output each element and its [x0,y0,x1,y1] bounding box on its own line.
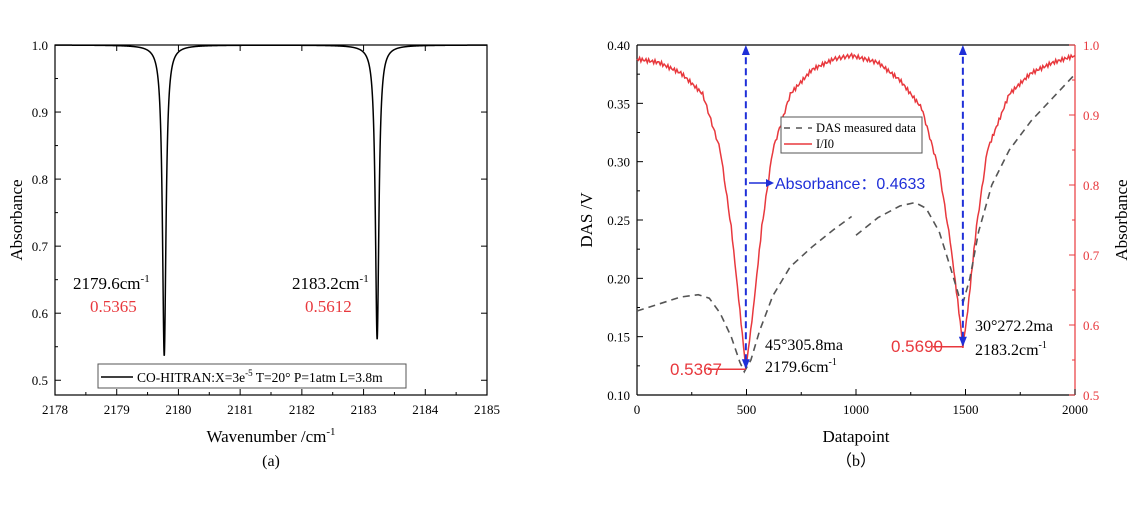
y2-tick-label-b: 0.5 [1083,388,1099,403]
legend-a: CO-HITRAN:X=3e-5 T=20° P=1atm L=3.8m [97,363,407,389]
y-tick-label-b: 0.15 [607,330,630,345]
panel-b: 0 500 1000 1500 2000 0.10 0.15 0.20 0.25 0.30 0.35… [577,38,1131,470]
hitran-absorbance-line [55,44,487,356]
arrow-head-down [741,359,750,370]
panel-label-b: （b） [836,452,876,470]
x-tick-label-b: 1000 [843,402,869,417]
y-tick-label-b: 0.30 [607,155,630,170]
y-tick-label-a: 1.0 [32,38,48,53]
x-tick-label-a: 2181 [227,402,253,417]
y-tick-label-a: 0.7 [32,239,49,254]
y-axis-label-b: DAS /V [577,192,596,248]
legend-label-hitran: CO-HITRAN:X=3e-5 T=20° P=1atm L=3.8m [137,368,383,385]
x-tick-label-a: 2185 [474,402,500,417]
y2-tick-label-b: 0.7 [1083,248,1100,263]
legend-label-ii0: I/I0 [816,137,834,151]
x-tick-label-a: 2178 [42,402,68,417]
peak1-value: 0.5365 [90,297,137,316]
y-tick-label-b: 0.35 [607,96,630,111]
y2-tick-label-b: 1.0 [1083,38,1099,53]
marker1-value: 0.5367 [670,360,722,379]
y-tick-label-b: 0.20 [607,271,630,286]
panel-label-a: (a) [262,453,280,470]
x-tick-label-a: 2183 [351,402,377,417]
panel-a: 2178 2179 2180 2181 2182 2183 2184 2185 0.5 0.6 0.… [7,38,500,470]
x-tick-label-b: 0 [634,402,641,417]
marker1-line2: 2179.6cm-1 [765,357,837,376]
peak2-value: 0.5612 [305,297,352,316]
x-tick-label-b: 500 [737,402,757,417]
marker2-line2: 2183.2cm-1 [975,340,1047,359]
y-tick-label-a: 0.8 [32,172,48,187]
x-tick-label-b: 1500 [953,402,979,417]
x-tick-label-a: 2180 [165,402,191,417]
x-tick-label-b: 2000 [1062,402,1088,417]
legend-box-b [780,116,923,154]
y2-tick-label-b: 0.6 [1083,318,1100,333]
x-tick-label-a: 2184 [412,402,439,417]
y-tick-label-a: 0.6 [32,306,49,321]
legend-label-das: DAS measured data [816,121,916,135]
ii0-line [636,52,1076,370]
y-tick-label-a: 0.5 [32,373,48,388]
marker2-value: 0.5690 [891,337,943,356]
absorbance-label: Absorbance：0.4633 [775,176,925,193]
legend-b: DAS measured data I/I0 [780,116,923,154]
das-measured-line [855,73,1076,304]
marker2-line1: 30°272.2ma [975,318,1053,335]
arrow-head-up [741,45,750,55]
legend-box-a [97,363,407,389]
x-axis-label-b: Datapoint [822,427,889,446]
y-tick-label-b: 0.40 [607,38,630,53]
y-tick-label-b: 0.10 [607,388,630,403]
peak2-wavenumber: 2183.2cm-1 [292,273,369,293]
x-axis-label-a: Wavenumber /cm-1 [206,426,335,446]
plot-frame-a [54,44,488,396]
y2-axis-label-b: Absorbance [1112,179,1131,260]
arrow-head-down [958,336,967,347]
y-axis-label-a: Absorbance [7,179,26,260]
marker1-line1: 45°305.8ma [765,337,843,354]
y-tick-label-a: 0.9 [32,105,48,120]
y2-tick-label-b: 0.9 [1083,108,1099,123]
y-tick-label-b: 0.25 [607,213,630,228]
das-measured-line [636,215,853,374]
x-tick-label-a: 2182 [289,402,315,417]
peak1-wavenumber: 2179.6cm-1 [73,273,150,293]
arrow-head-up [958,45,967,55]
x-tick-label-a: 2179 [104,402,130,417]
absorbance-pointer-arrowhead [766,179,774,187]
y2-tick-label-b: 0.8 [1083,178,1099,193]
